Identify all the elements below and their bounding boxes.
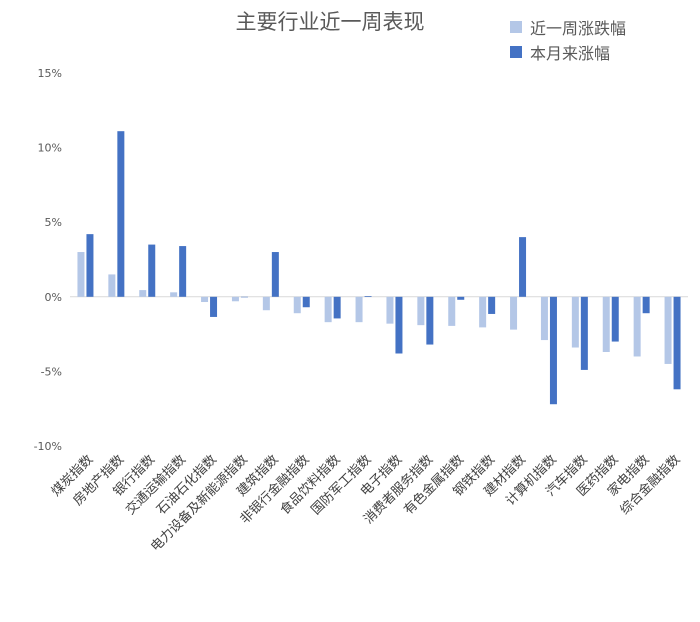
- bar-monthly: [426, 296, 434, 345]
- bar-monthly: [519, 237, 527, 297]
- bar-monthly: [642, 296, 650, 314]
- bar-weekly: [139, 290, 147, 297]
- bar-monthly: [240, 296, 248, 298]
- bar-monthly: [488, 296, 496, 314]
- bar-weekly: [324, 296, 332, 323]
- bar-monthly: [611, 296, 619, 342]
- y-tick-label: 15%: [38, 67, 62, 80]
- legend-label-monthly: 本月来涨幅: [530, 43, 611, 63]
- bar-monthly: [673, 296, 681, 390]
- bar-monthly: [302, 296, 310, 308]
- bar-weekly: [293, 296, 301, 314]
- bar-monthly: [86, 234, 94, 297]
- bar-weekly: [633, 296, 641, 357]
- bar-monthly: [549, 296, 557, 405]
- bar-monthly: [580, 296, 588, 370]
- bar-weekly: [355, 296, 363, 323]
- bar-weekly: [77, 252, 85, 297]
- legend-swatch-monthly: [510, 45, 522, 58]
- bar-monthly: [457, 296, 465, 300]
- bar-weekly: [664, 296, 672, 364]
- bar-weekly: [201, 296, 209, 303]
- bar-monthly: [117, 131, 125, 297]
- bar-weekly: [602, 296, 610, 353]
- y-tick-label: -5%: [41, 365, 62, 378]
- bar-weekly: [417, 296, 425, 326]
- bar-weekly: [479, 296, 487, 328]
- bar-monthly: [395, 296, 403, 354]
- bar-weekly: [108, 274, 116, 297]
- bar-weekly: [540, 296, 548, 341]
- y-tick-label: -10%: [34, 440, 62, 453]
- bar-weekly: [170, 292, 178, 297]
- legend-label-weekly: 近一周涨跌幅: [530, 18, 627, 38]
- bar-monthly: [333, 296, 341, 319]
- y-tick-label: 0%: [45, 291, 62, 304]
- legend-item-weekly: 近一周涨跌幅: [510, 14, 626, 39]
- bar-monthly: [179, 246, 187, 297]
- bar-monthly: [148, 244, 156, 297]
- y-tick-label: 10%: [38, 142, 62, 155]
- bar-monthly: [271, 252, 279, 297]
- chart-title: 主要行业近一周表现: [235, 10, 425, 34]
- bar-weekly: [448, 296, 456, 326]
- bar-weekly: [510, 296, 518, 330]
- bar-weekly: [231, 296, 239, 302]
- legend-item-monthly: 本月来涨幅: [510, 39, 626, 64]
- bar-monthly: [364, 296, 372, 297]
- bar-weekly: [262, 296, 270, 311]
- legend-swatch-weekly: [510, 20, 522, 33]
- bar-weekly: [571, 296, 579, 348]
- legend: 近一周涨跌幅 本月来涨幅: [510, 14, 626, 64]
- bar-monthly: [210, 296, 218, 317]
- y-tick-label: 5%: [45, 216, 62, 229]
- bar-weekly: [386, 296, 394, 324]
